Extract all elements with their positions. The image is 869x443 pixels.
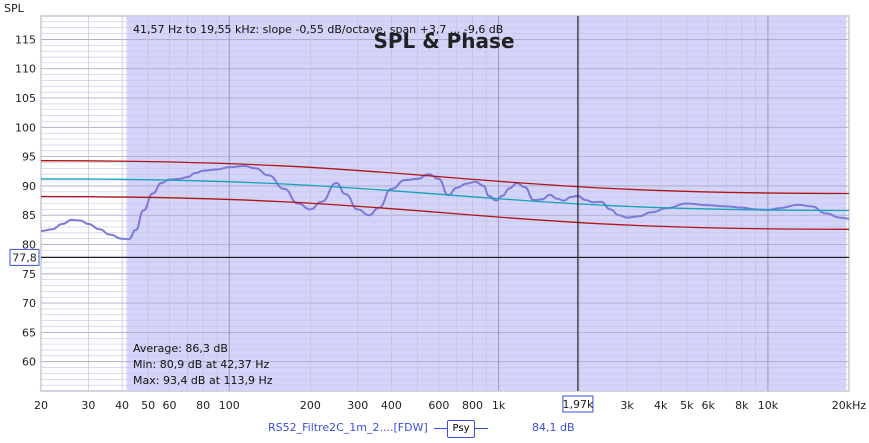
x-tick-label: 300 bbox=[347, 399, 368, 412]
y-tick-label: 60 bbox=[22, 356, 36, 369]
x-tick-label: 20 bbox=[34, 399, 48, 412]
span-upper-line bbox=[40, 160, 850, 195]
stat-max: Max: 93,4 dB at 113,9 Hz bbox=[133, 374, 273, 387]
slope-fit-line bbox=[40, 178, 850, 212]
x-tick-label: 800 bbox=[462, 399, 483, 412]
x-tick-label: 5k bbox=[680, 399, 694, 412]
y-tick-label: 100 bbox=[15, 121, 36, 134]
y-axis-label: SPL bbox=[4, 2, 25, 15]
stat-min: Min: 80,9 dB at 42,37 Hz bbox=[133, 358, 270, 371]
x-tick-label: 1k bbox=[492, 399, 506, 412]
slope-annotation: 41,57 Hz to 19,55 kHz: slope -0,55 dB/oc… bbox=[133, 23, 503, 36]
x-tick-label: 30 bbox=[81, 399, 95, 412]
x-tick-label: 60 bbox=[163, 399, 177, 412]
y-tick-label: 70 bbox=[22, 297, 36, 310]
x-tick-label: 100 bbox=[219, 399, 240, 412]
span-lower-line bbox=[40, 195, 850, 230]
x-tick-label: 80 bbox=[196, 399, 210, 412]
y-tick-label: 110 bbox=[15, 63, 36, 76]
chart-title: SPL & Phase bbox=[373, 29, 514, 53]
legend-line-right bbox=[475, 428, 488, 429]
x-tick-label: 400 bbox=[381, 399, 402, 412]
cursor-y-label: 77,8 bbox=[12, 251, 37, 264]
y-tick-label: 105 bbox=[15, 92, 36, 105]
x-tick-label: 4k bbox=[654, 399, 668, 412]
series-lines bbox=[40, 160, 850, 241]
x-tick-label: 6k bbox=[701, 399, 715, 412]
x-tick-label: 600 bbox=[428, 399, 449, 412]
cursor-x-label: 1,97k bbox=[562, 398, 593, 411]
y-tick-label: 90 bbox=[22, 180, 36, 193]
cursor-x-box bbox=[562, 395, 594, 413]
x-tick-label: 50 bbox=[141, 399, 155, 412]
y-tick-label: 85 bbox=[22, 209, 36, 222]
legend-bar: RS52_Filtre2C_1m_2....[FDW] Psy 84,1 dB bbox=[0, 420, 869, 440]
y-tick-label: 95 bbox=[22, 151, 36, 164]
y-tick-label: 80 bbox=[22, 239, 36, 252]
x-tick-labels: 20 30 40 50 60 80 100 200 300 400 600 800 1k 3k 4k 5k 6k… bbox=[34, 399, 866, 412]
cursor: 77,8 1,97k bbox=[9, 16, 849, 413]
y-tick-labels: 60 65 70 75 80 85 90 95 100 105 110 115 bbox=[15, 33, 36, 368]
x-tick-label: 3k bbox=[620, 399, 634, 412]
grid bbox=[40, 15, 850, 392]
legend-cursor-value: 84,1 dB bbox=[532, 421, 575, 434]
y-tick-label: 115 bbox=[15, 33, 36, 46]
x-tick-label: 10k bbox=[758, 399, 779, 412]
x-tick-label: 40 bbox=[115, 399, 129, 412]
stat-average: Average: 86,3 dB bbox=[133, 342, 228, 355]
x-tick-label: 200 bbox=[300, 399, 321, 412]
x-tick-label: 8k bbox=[735, 399, 749, 412]
smoothing-selector[interactable]: Psy bbox=[447, 420, 475, 438]
x-tick-label: 20kHz bbox=[832, 399, 867, 412]
legend-line-left bbox=[434, 428, 447, 429]
y-tick-label: 65 bbox=[22, 326, 36, 339]
cursor-y-box bbox=[9, 248, 40, 266]
legend-series-name[interactable]: RS52_Filtre2C_1m_2....[FDW] bbox=[268, 421, 428, 434]
y-tick-label: 75 bbox=[22, 268, 36, 281]
